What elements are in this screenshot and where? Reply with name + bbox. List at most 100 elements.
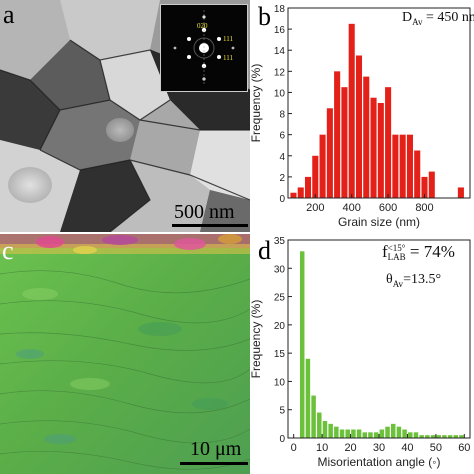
histogram-bar [402,429,407,438]
y-tick-label: 0 [279,434,285,445]
histogram-bar [348,23,355,199]
plot-frame [287,7,471,199]
histogram-bar [355,55,363,198]
histogram-bar [373,432,379,438]
grain-size-histogram: 200 400 600 800 0 2 4 6 8 10 12 14 16 18 Grain size (n… [250,4,471,229]
histogram-bar [304,176,312,198]
histogram-bar [379,429,385,438]
histogram-bar [334,426,339,438]
histogram-bar [392,134,399,198]
histogram-bar [442,435,447,438]
histogram-bar [385,87,392,198]
misorientation-panel: 0 10 20 30 40 50 60 0 5 10 15 20 25 30 35 Misorientatio… [250,234,474,474]
histogram-bar [457,187,464,198]
theta-symbol: θ [386,272,393,287]
histogram-bar [334,71,341,198]
f-superscript: <15° [387,243,406,254]
histogram-bar [290,192,297,198]
lab-fraction-annotation: f <15° LAB = 74% [382,242,455,262]
histogram-bar [328,423,333,438]
histogram-bar [297,187,304,198]
histogram-bar [370,97,377,198]
y-tick-label: 35 [274,236,286,247]
diffraction-inset: 020 111 111 [160,4,248,92]
y-tick-label: 20 [274,321,286,332]
y-tick-label: 15 [274,349,286,360]
histogram-bar [322,421,328,438]
scalebar-label-c: 10 μm [190,438,242,460]
histogram-bar [317,412,322,438]
scalebar-a [172,224,248,227]
x-tick-label: 40 [401,442,413,454]
x-tick-label: 60 [458,442,470,454]
y-tick-label: 14 [274,46,286,57]
y-tick-label: 12 [274,67,286,78]
x-tick-label: 50 [430,442,442,454]
f-scripts: <15° LAB [388,244,406,262]
ebsd-map-panel: c 10 μm [0,234,250,474]
x-tick-label: 10 [316,442,328,454]
histogram-bar [351,429,356,438]
panel-letter-b: b [258,2,271,31]
histogram-bar [399,134,406,198]
scalebar-label-a: 500 nm [174,201,235,223]
inset-label-020: 020 [197,22,208,30]
histogram-bar [345,429,350,438]
x-axis-label: Grain size (nm) [338,215,420,229]
histogram-bar [390,423,396,438]
histogram-bar [319,134,326,198]
histogram-bar [453,435,459,438]
f-subscript: LAB [387,252,406,263]
tem-micrograph-panel: 020 111 111 a 500 nm [0,0,250,232]
x-axis-label: Misorientation angle (◦) [318,455,441,469]
histogram-bar [414,150,421,198]
x-tick-label: 400 [343,202,361,214]
histogram-bar [430,435,436,438]
y-tick-label: 0 [279,194,285,205]
panel-letter-a: a [3,0,15,29]
inset-label-111-lower: 111 [223,54,233,62]
x-tick-label: 20 [344,442,356,454]
f-symbol: f [382,242,388,261]
histogram-bar [356,429,362,438]
x-tick-label: 200 [306,202,324,214]
inset-label-111-upper: 111 [223,35,233,43]
histogram-bar [425,435,430,438]
histogram-bar [368,432,373,438]
y-tick-label: 18 [274,4,286,15]
histogram-bar [436,435,441,438]
y-tick-label: 6 [279,131,285,142]
histogram-bar [419,435,424,438]
diffraction-pattern: 020 111 111 [173,10,235,86]
panel-letter-c: c [2,236,14,265]
histogram-bar [311,395,316,438]
y-tick-label: 2 [279,173,285,184]
histogram-bar [396,426,402,438]
histogram-bar [408,432,413,438]
histogram-bar [339,429,345,438]
histogram-bar [428,171,435,198]
x-tick-label: 800 [415,202,433,214]
y-tick-label: 16 [274,25,286,36]
theta-subscript: Av [392,278,404,289]
x-tick-label: 30 [373,442,385,454]
histogram-bar [385,426,390,438]
average-misorientation-annotation: θAv=13.5° [386,272,441,289]
misorientation-histogram: 0 10 20 30 40 50 60 0 5 10 15 20 25 30 35 Misorientatio… [250,236,471,469]
y-tick-label: 10 [274,377,286,388]
panel-letter-d: d [258,236,271,265]
histogram-bar [326,108,333,198]
average-grain-size-annotation: DAv = 450 nm [402,10,474,27]
ebsd-orientation-map [0,234,250,474]
theta-value: =13.5° [403,272,442,287]
y-tick-label: 25 [274,293,286,304]
grain-size-panel: 200 400 600 800 0 2 4 6 8 10 12 14 16 18 Grain size (n… [250,0,474,232]
histogram-bar [305,358,311,438]
dav-symbol: D [402,10,413,25]
plot-area [299,251,464,438]
f-value: = 74% [405,242,455,261]
dav-value: = 450 nm [425,10,474,25]
y-tick-label: 30 [274,264,286,275]
histogram-bar [447,435,453,438]
x-tick-label: 600 [379,202,397,214]
